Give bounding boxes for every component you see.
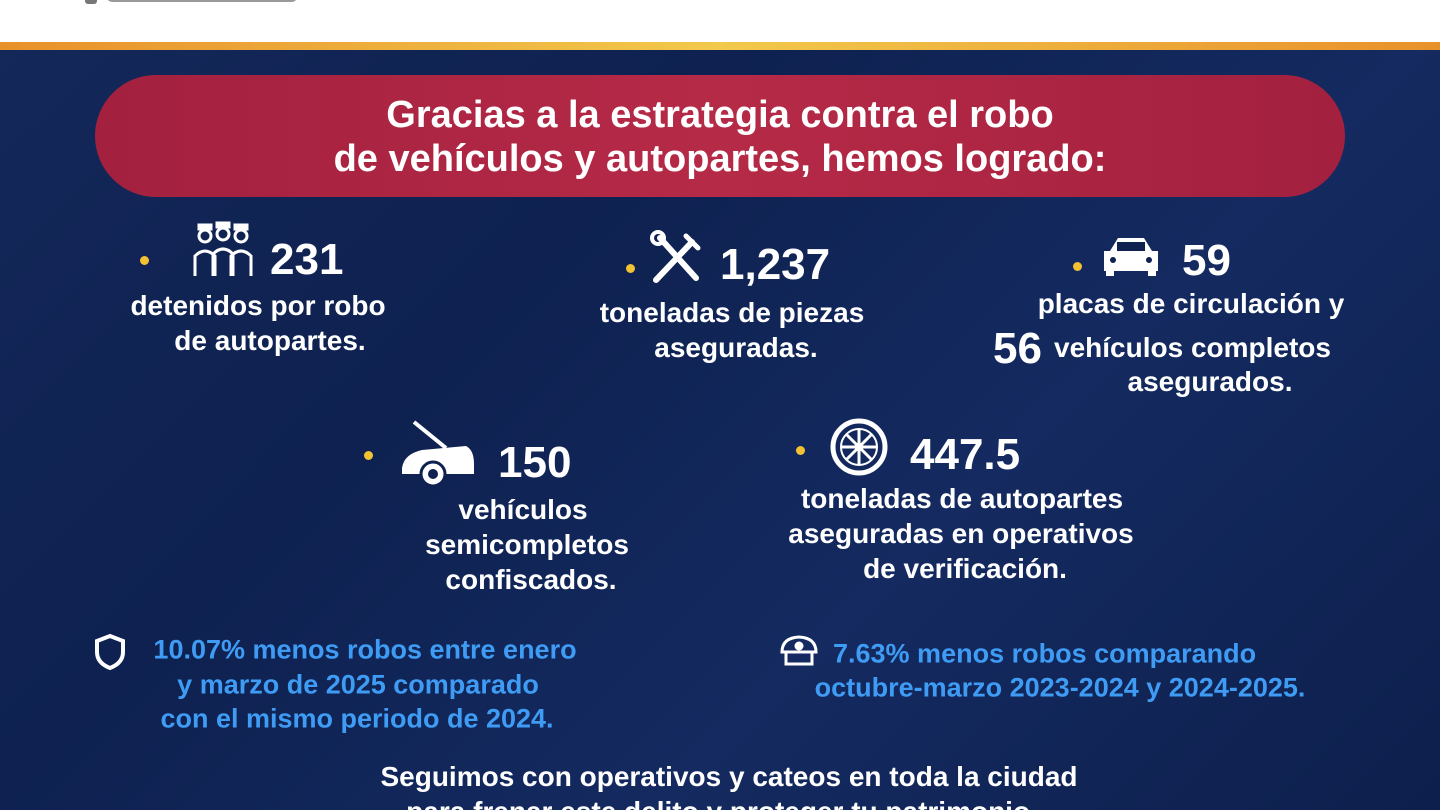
header-bar	[0, 0, 1440, 42]
highlight-text: octubre-marzo 2023-2024 y 2024-2025.	[814, 672, 1306, 703]
stat-text: confiscados.	[445, 564, 617, 595]
bullet	[140, 256, 149, 265]
stat-text: toneladas de piezas	[599, 297, 865, 328]
stat-text: detenidos por robo	[130, 290, 386, 321]
banner-line: Gracias a la estrategia contra el robo	[386, 94, 1054, 136]
stat-number: 59	[1182, 236, 1231, 285]
stat-text: de verificación.	[863, 553, 1067, 584]
tools-icon	[650, 230, 701, 283]
banner	[95, 75, 1345, 197]
stat-text: de autopartes.	[174, 325, 366, 356]
highlight-text: 7.63% menos robos comparando	[833, 638, 1257, 669]
bullet	[626, 264, 635, 273]
stat-text: semicompletos	[425, 529, 629, 560]
stat-text: aseguradas en operativos	[788, 518, 1134, 549]
car-icon	[1104, 238, 1158, 276]
stat-text: placas de circulación y	[1037, 288, 1345, 319]
stat-text: aseguradas.	[654, 332, 818, 363]
footer-text: para frenar este delito y proteger tu pa…	[406, 798, 1038, 810]
stat-number: 56	[993, 324, 1042, 373]
car-hood-icon	[402, 420, 474, 488]
stat-number: 1,237	[720, 240, 831, 289]
accent-stripe	[0, 42, 1440, 50]
stat-number: 231	[270, 235, 344, 284]
highlight-text: 10.07% menos robos entre enero	[153, 634, 577, 665]
police-icon	[780, 635, 818, 666]
stat-text: vehículos completos	[1054, 332, 1331, 363]
bullet	[1073, 262, 1082, 271]
stat-text: toneladas de autopartes	[800, 483, 1124, 514]
bullet	[364, 451, 373, 460]
logo	[85, 0, 296, 4]
banner-line: de vehículos y autopartes, hemos logrado…	[333, 138, 1107, 180]
highlight-text: y marzo de 2025 comparado	[177, 669, 539, 700]
wheel-icon	[830, 418, 888, 476]
bullet	[796, 446, 805, 455]
highlight-text: con el mismo periodo de 2024.	[160, 703, 554, 734]
stat-number: 447.5	[910, 430, 1021, 479]
stat-number: 150	[498, 438, 572, 487]
shield-icon	[95, 633, 125, 671]
stat-text: vehículos	[458, 494, 588, 525]
people-icon	[193, 221, 253, 276]
footer-text: Seguimos con operativos y cateos en toda…	[380, 761, 1078, 792]
stat-text: asegurados.	[1127, 366, 1293, 397]
